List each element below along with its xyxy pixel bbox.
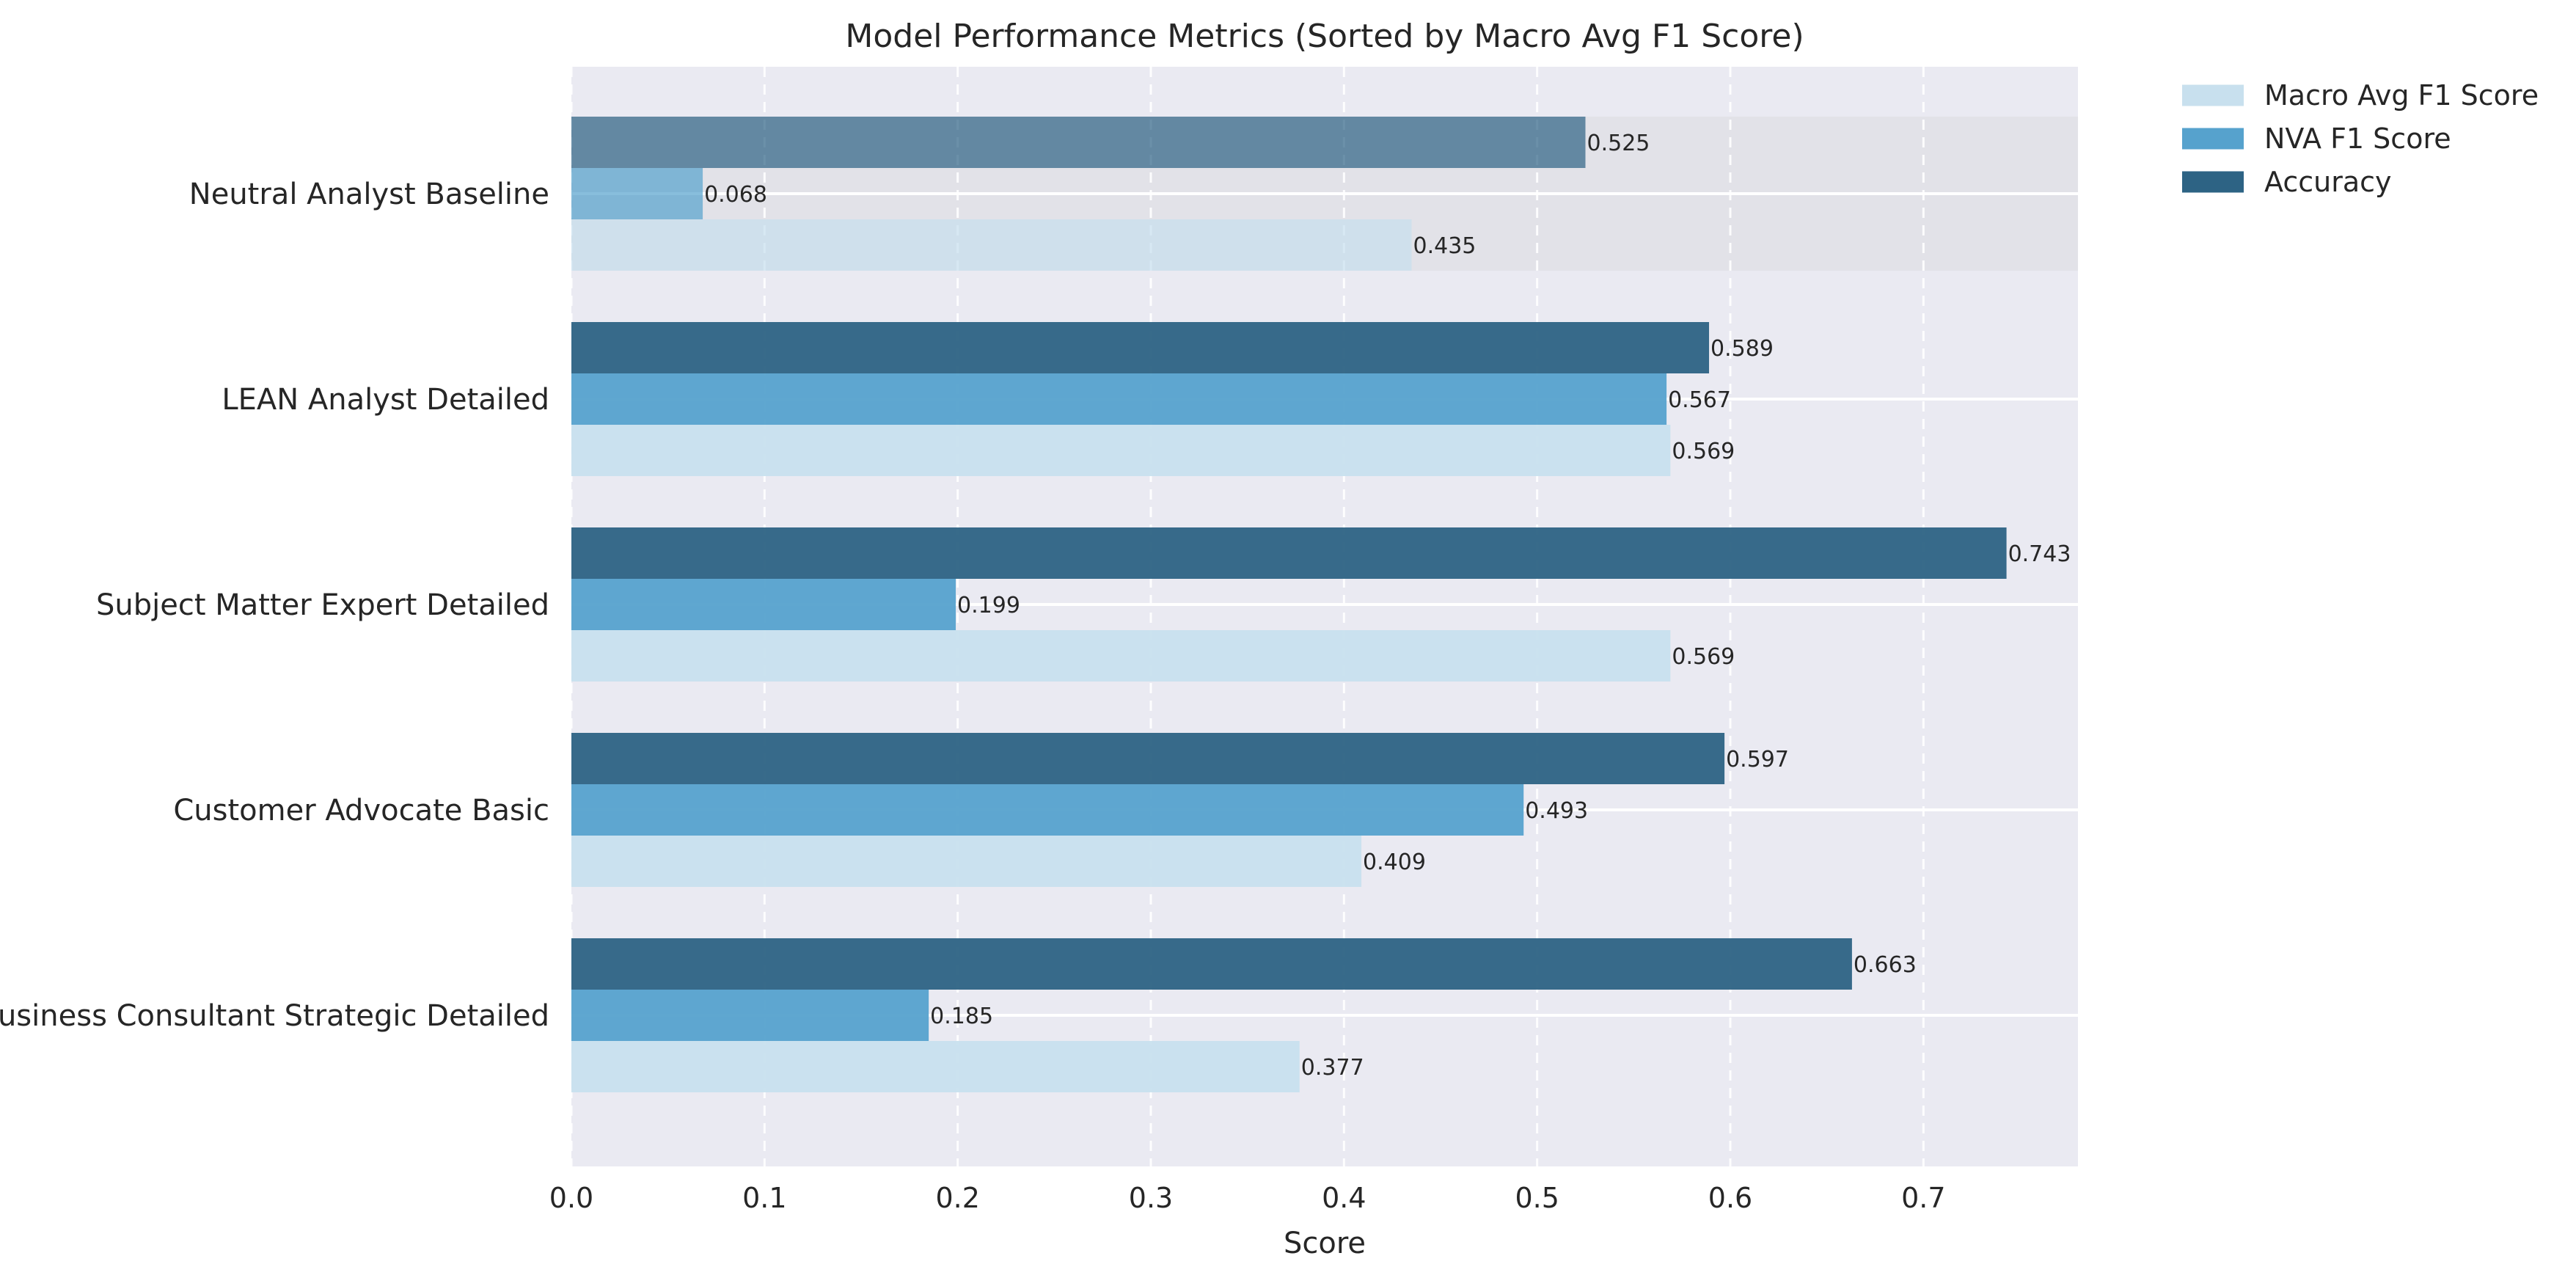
x-tick-label: 0.3 — [1129, 1182, 1173, 1214]
x-axis-title: Score — [1284, 1227, 1366, 1260]
x-tick-label: 0.1 — [742, 1182, 786, 1214]
legend: Macro Avg F1 Score NVA F1 Score Accuracy — [2182, 79, 2539, 198]
legend-label-macro-avg-f1-score: Macro Avg F1 Score — [2264, 79, 2539, 112]
y-tick-label-business-consultant-strategic-detailed: Business Consultant Strategic Detailed — [0, 999, 549, 1033]
bar-nva-f1-score-lean-analyst-detailed — [571, 373, 1667, 425]
bar-accuracy-neutral-analyst-baseline — [571, 117, 1586, 168]
y-tick-label-customer-advocate-basic: Customer Advocate Basic — [173, 794, 549, 828]
x-tick-label: 0.6 — [1708, 1182, 1752, 1214]
legend-label-nva-f1-score: NVA F1 Score — [2264, 123, 2451, 155]
y-tick-label-neutral-analyst-baseline: Neutral Analyst Baseline — [189, 178, 549, 211]
y-tick-label-lean-analyst-detailed: LEAN Analyst Detailed — [222, 383, 549, 417]
x-tick-label: 0.0 — [549, 1182, 593, 1214]
bar-value-label-nva-f1-score-neutral-analyst-baseline: 0.068 — [704, 182, 767, 208]
bar-macro-avg-f1-score-lean-analyst-detailed — [571, 425, 1671, 476]
x-tick-label: 0.5 — [1515, 1182, 1559, 1214]
axis-layer: Neutral Analyst Baseline LEAN Analyst Det… — [0, 178, 1946, 1214]
bar-macro-avg-f1-score-customer-advocate-basic — [571, 836, 1362, 887]
bar-value-label-macro-avg-f1-score-lean-analyst-detailed: 0.569 — [1672, 439, 1735, 464]
bar-labels-layer: 0.525 0.068 0.435 0.589 0.567 0.569 0.743 0.199… — [704, 131, 2071, 1081]
bar-macro-avg-f1-score-neutral-analyst-baseline — [571, 219, 1412, 271]
bar-accuracy-subject-matter-expert-detailed — [571, 527, 2007, 579]
bar-accuracy-business-consultant-strategic-detailed — [571, 938, 1852, 990]
bar-nva-f1-score-business-consultant-strategic-detailed — [571, 990, 929, 1041]
bars-layer — [571, 117, 2007, 1092]
x-tick-label: 0.2 — [935, 1182, 979, 1214]
bar-accuracy-customer-advocate-basic — [571, 733, 1725, 784]
legend-swatch-macro-avg-f1-score — [2182, 84, 2244, 106]
bar-value-label-accuracy-customer-advocate-basic: 0.597 — [1726, 747, 1789, 772]
bar-value-label-accuracy-business-consultant-strategic-detailed: 0.663 — [1854, 952, 1917, 978]
bar-accuracy-lean-analyst-detailed — [571, 322, 1710, 373]
bar-macro-avg-f1-score-subject-matter-expert-detailed — [571, 630, 1671, 682]
x-tick-label: 0.4 — [1322, 1182, 1366, 1214]
bar-value-label-macro-avg-f1-score-business-consultant-strategic-detailed: 0.377 — [1301, 1055, 1364, 1081]
legend-swatch-accuracy — [2182, 171, 2244, 193]
y-tick-label-subject-matter-expert-detailed: Subject Matter Expert Detailed — [96, 588, 549, 622]
bar-nva-f1-score-subject-matter-expert-detailed — [571, 579, 956, 630]
bar-value-label-macro-avg-f1-score-neutral-analyst-baseline: 0.435 — [1413, 233, 1477, 259]
bar-value-label-accuracy-lean-analyst-detailed: 0.589 — [1710, 336, 1774, 362]
bar-value-label-accuracy-subject-matter-expert-detailed: 0.743 — [2008, 541, 2071, 567]
bar-nva-f1-score-neutral-analyst-baseline — [571, 168, 703, 219]
legend-label-accuracy: Accuracy — [2264, 166, 2392, 198]
bar-value-label-nva-f1-score-business-consultant-strategic-detailed: 0.185 — [930, 1004, 993, 1029]
bar-value-label-nva-f1-score-customer-advocate-basic: 0.493 — [1525, 798, 1588, 824]
chart-title: Model Performance Metrics (Sorted by Mac… — [845, 18, 1804, 55]
bar-value-label-macro-avg-f1-score-customer-advocate-basic: 0.409 — [1363, 850, 1426, 875]
bar-value-label-nva-f1-score-subject-matter-expert-detailed: 0.199 — [957, 593, 1020, 618]
legend-swatch-nva-f1-score — [2182, 128, 2244, 150]
bar-nva-f1-score-customer-advocate-basic — [571, 784, 1524, 836]
bar-macro-avg-f1-score-business-consultant-strategic-detailed — [571, 1041, 1300, 1092]
bar-value-label-nva-f1-score-lean-analyst-detailed: 0.567 — [1668, 387, 1731, 413]
bar-value-label-accuracy-neutral-analyst-baseline: 0.525 — [1587, 131, 1650, 156]
bar-value-label-macro-avg-f1-score-subject-matter-expert-detailed: 0.569 — [1672, 644, 1735, 670]
x-tick-label: 0.7 — [1901, 1182, 1945, 1214]
